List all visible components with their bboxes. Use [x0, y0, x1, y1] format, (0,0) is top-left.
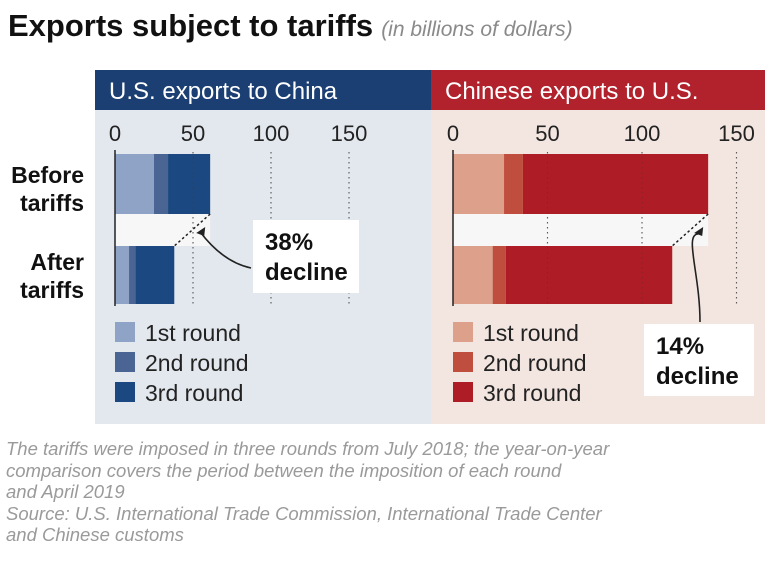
legend-swatch	[115, 352, 135, 372]
x-tick-label: 0	[447, 121, 459, 146]
panel-us: U.S. exports to China 0 50 100 150 38% decline…	[95, 70, 431, 424]
decline-connector	[173, 213, 211, 247]
x-tick-label: 100	[253, 121, 290, 146]
panel-cn: Chinese exports to U.S. 0 50 100 150 14% decli…	[431, 70, 765, 424]
legend-swatch	[453, 382, 473, 402]
x-tick-label: 150	[331, 121, 368, 146]
bar-segment	[154, 154, 169, 214]
panel-title: U.S. exports to China	[109, 78, 338, 105]
bar-segment	[129, 246, 136, 304]
legend-label: 3rd round	[483, 380, 581, 406]
legend-swatch	[115, 382, 135, 402]
footnote-text: The tariffs were imposed in three rounds…	[6, 438, 610, 502]
bar-segment	[115, 246, 130, 304]
row-label: After	[30, 249, 84, 275]
x-tick-label: 150	[718, 121, 755, 146]
bar-segment	[453, 246, 493, 304]
comparison-band	[453, 214, 709, 246]
arrow-head	[694, 227, 704, 236]
decline-connector	[671, 213, 709, 247]
legend-label: 2nd round	[483, 350, 587, 376]
panel-title: Chinese exports to U.S.	[445, 78, 698, 105]
chart-title-block: Exports subject to tariffs (in billions o…	[8, 8, 573, 44]
x-tick-label: 50	[535, 121, 559, 146]
legend-label: 3rd round	[145, 380, 243, 406]
annotation-text: decline	[656, 363, 739, 390]
x-tick-label: 100	[624, 121, 661, 146]
annotation-text: decline	[265, 259, 348, 286]
bar-segment	[453, 154, 505, 214]
legend-label: 1st round	[483, 320, 579, 346]
arrow-head	[196, 227, 206, 236]
x-tick-label: 50	[181, 121, 205, 146]
chart-title: Exports subject to tariffs	[8, 8, 374, 43]
annotation-text: 14%	[656, 333, 704, 360]
footnote-block: The tariffs were imposed in three rounds…	[6, 438, 764, 546]
legend-swatch	[453, 322, 473, 342]
legend-swatch	[115, 322, 135, 342]
x-tick-label: 0	[109, 121, 121, 146]
bar-segment	[115, 154, 154, 214]
annotation-arrow	[691, 233, 701, 323]
bar-segment	[168, 154, 211, 214]
bar-segment	[492, 246, 506, 304]
bar-segment	[505, 246, 673, 304]
legend-label: 1st round	[145, 320, 241, 346]
legend-swatch	[453, 352, 473, 372]
row-label: tariffs	[20, 277, 84, 303]
panel-header	[431, 70, 765, 110]
row-label: tariffs	[20, 190, 84, 216]
legend-label: 2nd round	[145, 350, 249, 376]
source-text: Source: U.S. International Trade Commiss…	[6, 502, 602, 546]
panel-header	[95, 70, 431, 110]
row-label: Before	[11, 162, 84, 188]
chart-subtitle: (in billions of dollars)	[381, 18, 573, 41]
annotation-box	[644, 324, 754, 396]
bar-segment	[522, 154, 709, 214]
annotation-box	[253, 220, 359, 293]
annotation-arrow	[199, 231, 252, 269]
annotation-text: 38%	[265, 229, 313, 256]
comparison-band	[115, 214, 211, 246]
bar-segment	[135, 246, 175, 304]
bar-segment	[504, 154, 523, 214]
